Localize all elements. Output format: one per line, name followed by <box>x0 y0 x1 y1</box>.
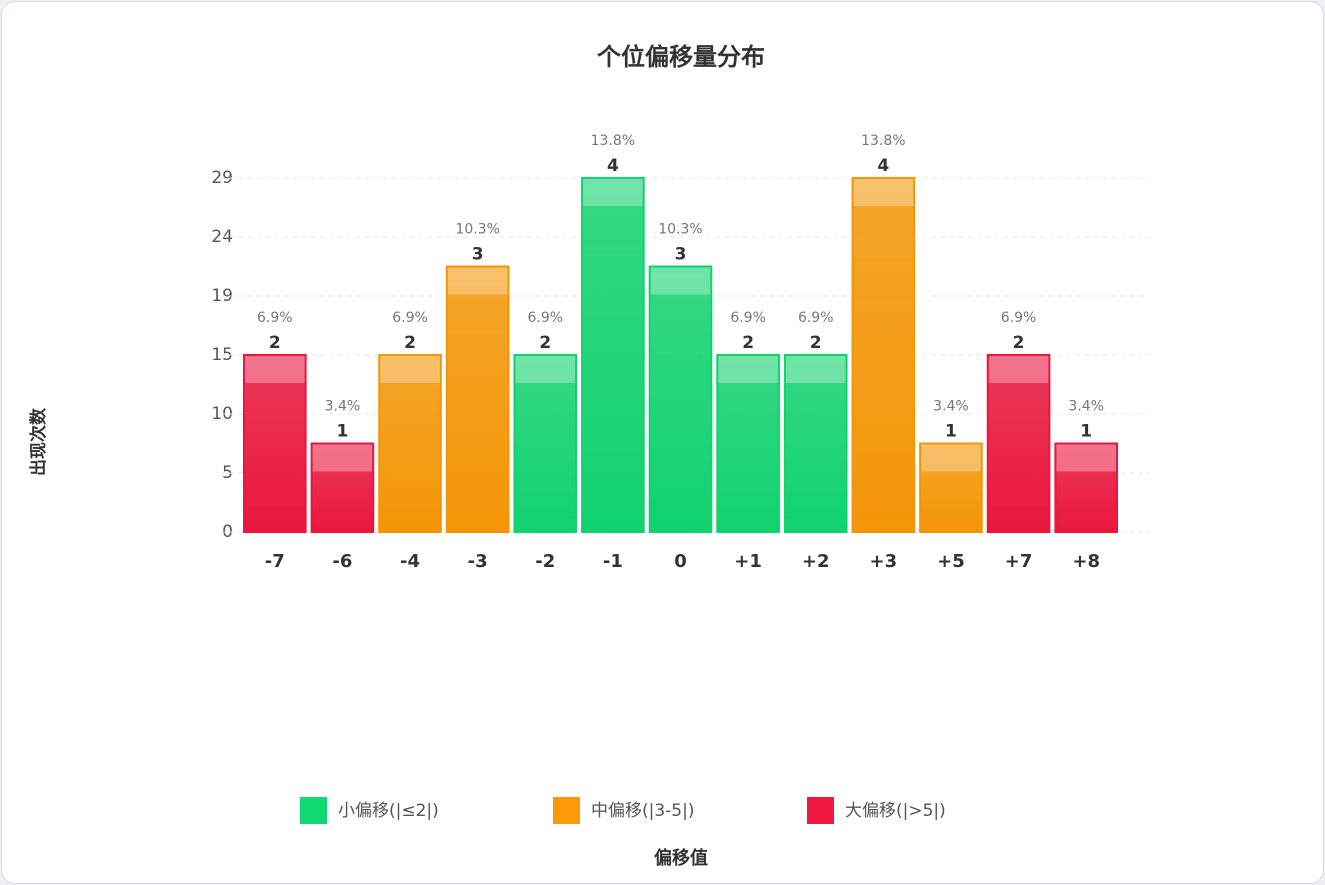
x-tick-label: -2 <box>535 551 555 572</box>
value-label: 4 <box>607 156 619 176</box>
percent-label: 6.9% <box>392 310 428 326</box>
percent-label: 6.9% <box>1001 310 1037 326</box>
percent-label: 6.9% <box>798 310 834 326</box>
bar <box>783 354 848 533</box>
bar <box>919 442 983 533</box>
chart-title: 个位偏移量分布 <box>597 43 765 71</box>
legend-label: 小偏移(|≤2|) <box>338 801 439 821</box>
bar-highlight <box>380 356 440 383</box>
bar <box>851 177 916 533</box>
value-label: 2 <box>269 333 281 353</box>
bar-highlight <box>718 356 778 383</box>
bar-highlight <box>245 356 305 383</box>
legend-label: 中偏移(|3-5|) <box>591 801 695 821</box>
percent-label: 3.4% <box>325 399 361 415</box>
bar <box>445 265 510 533</box>
x-tick-label: -3 <box>468 551 488 572</box>
value-label: 2 <box>404 333 416 353</box>
x-tick-label: +5 <box>937 551 965 572</box>
percent-label: 13.8% <box>861 133 905 149</box>
x-tick-label: -4 <box>400 551 420 572</box>
x-tick-label: +1 <box>734 551 762 572</box>
legend-swatch <box>300 797 327 824</box>
bar-highlight <box>921 444 981 472</box>
percent-label: 10.3% <box>455 222 499 238</box>
bar-highlight <box>785 356 846 383</box>
bar <box>378 354 442 533</box>
legend-swatch <box>807 797 834 824</box>
percent-label: 6.9% <box>730 310 766 326</box>
x-tick-label: 0 <box>674 551 687 572</box>
percent-label: 3.4% <box>1068 399 1104 415</box>
bar <box>1054 442 1119 533</box>
percent-label: 6.9% <box>257 310 293 326</box>
value-label: 2 <box>539 333 551 353</box>
bar <box>513 354 578 533</box>
x-tick-label: +2 <box>802 551 830 572</box>
value-label: 3 <box>675 245 687 265</box>
x-tick-label: +3 <box>870 551 898 572</box>
bar-highlight <box>515 356 576 383</box>
x-tick-label: +8 <box>1072 551 1100 572</box>
value-label: 2 <box>742 333 754 353</box>
value-label: 1 <box>945 422 957 442</box>
percent-label: 13.8% <box>591 133 635 149</box>
value-label: 4 <box>877 156 889 176</box>
bar-highlight <box>988 356 1049 383</box>
value-label: 2 <box>810 333 822 353</box>
percent-label: 6.9% <box>527 310 563 326</box>
value-label: 1 <box>337 422 349 442</box>
x-tick-label: -7 <box>265 551 285 572</box>
bar-highlight <box>583 179 643 206</box>
value-label: 1 <box>1080 422 1092 442</box>
percent-label: 10.3% <box>658 222 702 238</box>
bar <box>648 265 713 533</box>
bar <box>581 177 645 533</box>
percent-label: 3.4% <box>933 399 969 415</box>
y-axis-label: 出现次数 <box>28 407 49 476</box>
x-tick-label: -1 <box>603 551 623 572</box>
bar-highlight <box>1056 444 1116 472</box>
legend-label: 大偏移(|>5|) <box>845 801 946 821</box>
bar-highlight <box>312 444 373 472</box>
bar <box>716 354 780 533</box>
value-label: 2 <box>1013 333 1025 353</box>
bar <box>243 354 307 533</box>
bar-highlight <box>447 267 508 295</box>
value-label: 3 <box>472 245 484 265</box>
bar <box>986 354 1051 533</box>
bar-highlight <box>650 267 711 295</box>
x-tick-label: -6 <box>332 551 352 572</box>
x-axis-label: 偏移值 <box>654 847 708 869</box>
legend-swatch <box>553 797 580 824</box>
x-tick-label: +7 <box>1005 551 1033 572</box>
y-tick-label: 0 <box>222 522 233 542</box>
bar <box>310 442 375 533</box>
bar-highlight <box>853 179 914 206</box>
y-tick-label: 5 <box>222 463 233 483</box>
